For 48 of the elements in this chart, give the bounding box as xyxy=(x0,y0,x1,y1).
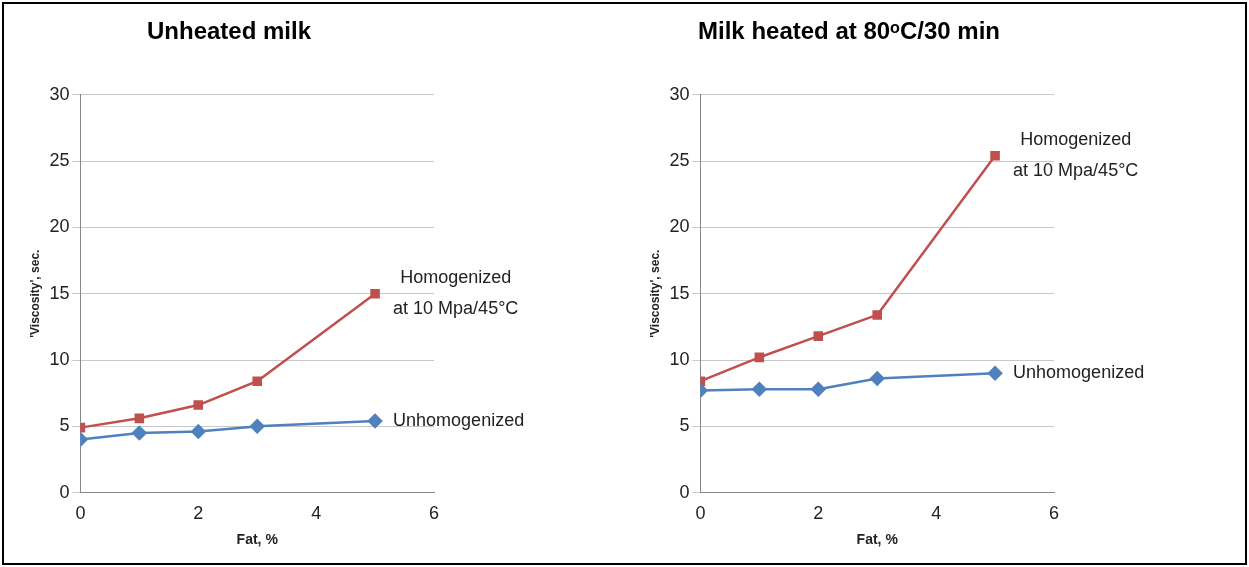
y-tick-label: 30 xyxy=(49,83,70,104)
y-tick-label: 20 xyxy=(669,216,690,237)
point xyxy=(872,310,882,320)
y-tick-label: 25 xyxy=(669,150,690,171)
x-tick-label: 6 xyxy=(1048,503,1060,524)
series-label: Unhomogenized xyxy=(1013,362,1145,383)
x-tick-label: 2 xyxy=(813,503,824,524)
series-label: Homogenized at 10 Mpa/45°C xyxy=(393,267,519,319)
point xyxy=(813,331,824,341)
chart-title: Unheated milk xyxy=(146,17,312,45)
y-tick-label: 30 xyxy=(669,83,690,104)
x-tick-label: 0 xyxy=(75,503,86,524)
point xyxy=(370,288,380,299)
y-tick-label: 10 xyxy=(669,348,690,369)
point xyxy=(191,424,206,439)
point xyxy=(249,419,265,434)
x-axis-title: Fat, % xyxy=(856,531,899,548)
y-axis-title: 'Viscosity', sec. xyxy=(27,249,42,338)
y-tick-label: 15 xyxy=(669,282,690,303)
x-tick-label: 4 xyxy=(931,503,942,524)
x-tick-label: 6 xyxy=(428,503,440,524)
point xyxy=(132,425,147,441)
y-tick-label: 0 xyxy=(59,481,70,502)
y-tick-label: 15 xyxy=(49,282,70,303)
point xyxy=(193,400,204,410)
y-axis-title: 'Viscosity', sec. xyxy=(647,249,662,338)
point xyxy=(987,366,1003,381)
x-tick-label: 0 xyxy=(695,503,706,524)
point xyxy=(754,352,765,363)
point xyxy=(752,381,767,397)
y-tick-label: 25 xyxy=(49,150,70,171)
series-label: Unhomogenized xyxy=(393,409,525,430)
point xyxy=(367,413,383,429)
point xyxy=(869,371,885,386)
point xyxy=(134,413,145,424)
y-tick-label: 5 xyxy=(59,415,70,436)
y-tick-label: 20 xyxy=(49,216,70,237)
chart-title: Milk heated at 80ᵒC/30 min xyxy=(698,17,1000,45)
series-label: Homogenized at 10 Mpa/45°C xyxy=(1013,129,1139,181)
y-tick-label: 5 xyxy=(679,415,690,436)
x-axis-title: Fat, % xyxy=(236,531,279,548)
x-tick-label: 2 xyxy=(193,503,204,524)
y-tick-label: 0 xyxy=(679,481,690,502)
x-tick-label: 4 xyxy=(311,503,322,524)
point xyxy=(811,381,826,397)
point xyxy=(252,376,262,386)
y-tick-label: 10 xyxy=(49,348,70,369)
point xyxy=(990,151,1000,161)
